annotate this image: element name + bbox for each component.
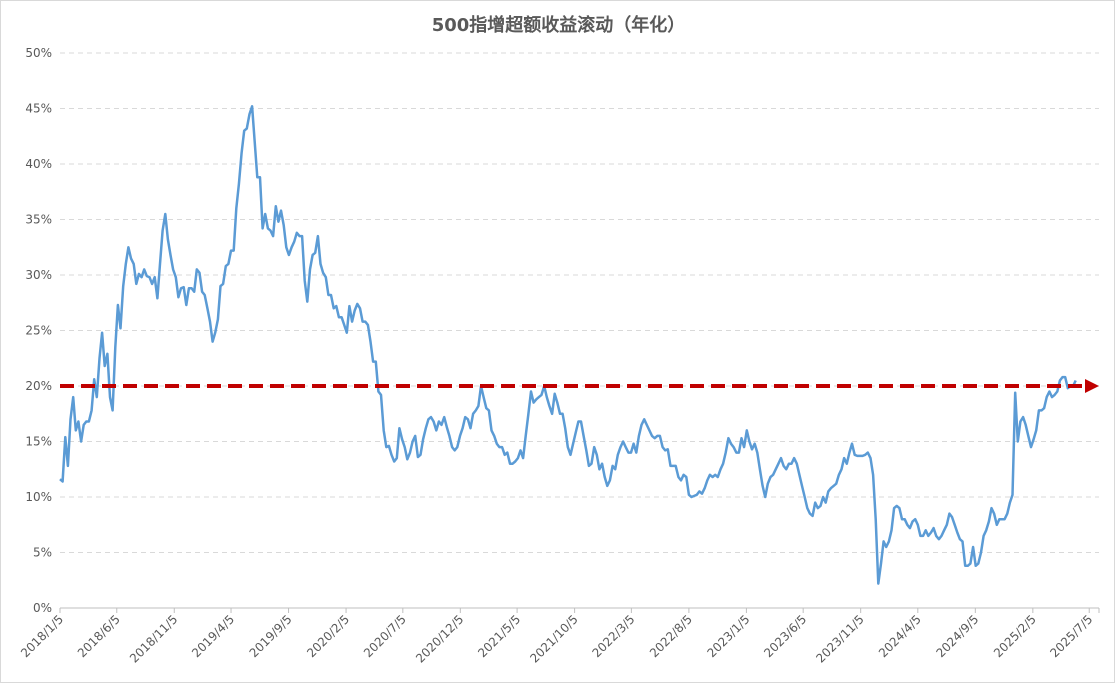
x-tick-label: 2020/2/5 — [304, 612, 352, 660]
x-tick-label: 2018/11/5 — [127, 612, 180, 665]
y-tick-label: 15% — [25, 435, 52, 449]
x-tick-label: 2019/4/5 — [189, 612, 237, 660]
series-layer — [59, 105, 1077, 585]
x-tick-label: 2024/4/5 — [876, 612, 924, 660]
x-tick-label: 2020/7/5 — [361, 612, 409, 660]
y-tick-label: 35% — [25, 213, 52, 227]
series-line-0 — [59, 105, 1077, 585]
reference-line-layer — [60, 379, 1099, 393]
y-tick-label: 10% — [25, 490, 52, 504]
y-tick-label: 45% — [25, 102, 52, 116]
y-tick-label: 5% — [33, 546, 52, 560]
x-axis: 2018/1/5 2018/6/5 2018/11/5 2019/4/5 2019/9/… — [18, 607, 1100, 666]
x-tick-label: 2022/3/5 — [589, 612, 637, 660]
y-tick-label: 50% — [25, 46, 52, 60]
chart-title: 500指增超额收益滚动（年化） — [431, 15, 686, 36]
y-tick-label: 25% — [25, 324, 52, 338]
x-tick-label: 2020/12/5 — [413, 612, 466, 665]
x-tick-label: 2019/9/5 — [247, 612, 295, 660]
x-tick-label: 2025/7/5 — [1047, 612, 1095, 660]
y-axis: 0% 5% 10% 15% 20% 25% 30% 35% 40% 45% 50% — [25, 46, 52, 615]
x-tick-label: 2018/6/5 — [75, 612, 123, 660]
y-tick-label: 20% — [25, 379, 52, 393]
x-tick-label: 2023/6/5 — [761, 612, 809, 660]
x-tick-label: 2024/9/5 — [933, 612, 981, 660]
x-tick-label: 2025/2/5 — [991, 612, 1039, 660]
x-tick-label: 2021/10/5 — [527, 612, 580, 665]
x-tick-label: 2021/5/5 — [475, 612, 523, 660]
y-tick-label: 0% — [33, 601, 52, 615]
y-tick-label: 30% — [25, 268, 52, 282]
x-tick-label: 2018/1/5 — [18, 612, 66, 660]
y-tick-label: 40% — [25, 157, 52, 171]
x-tick-label: 2023/11/5 — [813, 612, 866, 665]
grid-lines — [60, 52, 1099, 553]
x-tick-label: 2022/8/5 — [647, 612, 695, 660]
x-tick-label: 2023/1/5 — [705, 612, 753, 660]
reference-arrow-icon — [1085, 379, 1099, 393]
